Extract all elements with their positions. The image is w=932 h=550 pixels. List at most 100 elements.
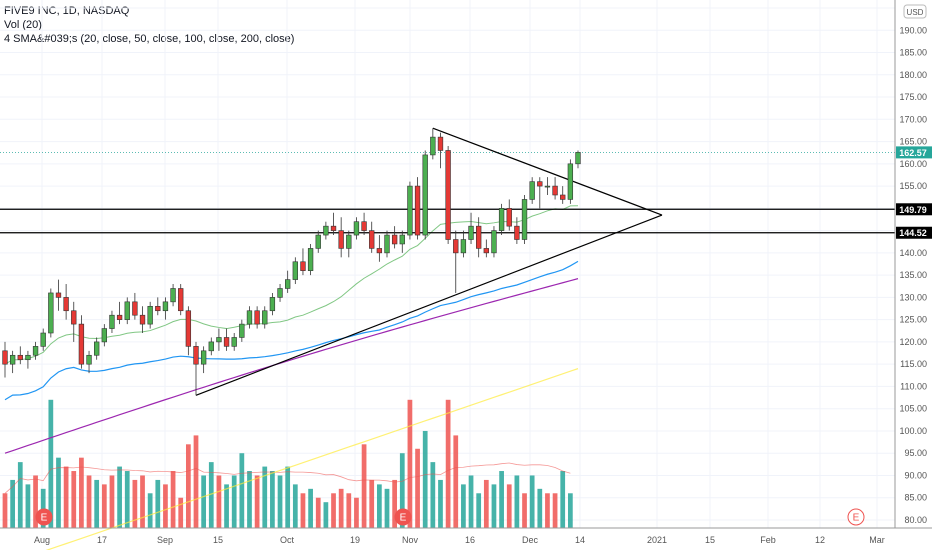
candle-body [132, 301, 138, 316]
volume-bar [132, 479, 138, 528]
candle-body [300, 261, 306, 271]
volume-bar [491, 484, 497, 528]
y-tick-label: 155.00 [899, 181, 927, 191]
volume-bar [354, 497, 359, 528]
x-tick-label: Aug [34, 535, 50, 545]
y-tick-label: 95.00 [904, 448, 927, 458]
x-tick-label: Mar [869, 535, 885, 545]
candle-body [231, 337, 237, 347]
candle-body [155, 305, 161, 312]
x-tick-label: 19 [350, 535, 360, 545]
candle-body [269, 297, 276, 312]
volume-bar [270, 471, 275, 528]
volume-bar [63, 466, 69, 528]
candle-body [422, 154, 428, 236]
volume-bar [461, 484, 466, 528]
candle-body [330, 225, 337, 231]
y-tick-label: 125.00 [899, 315, 927, 325]
volume-bar [208, 462, 214, 528]
earnings-marker-label: E [41, 513, 48, 524]
candle-body [453, 239, 459, 254]
last-price-box [896, 146, 932, 159]
volume-bar [560, 471, 566, 528]
candle-body [147, 305, 153, 325]
volume-bar [79, 457, 84, 528]
y-tick-label: 115.00 [900, 359, 927, 369]
candle-body [437, 136, 444, 151]
candle-body [246, 310, 253, 325]
trendline-upper [432, 127, 663, 216]
volume-bar [384, 488, 390, 528]
trendline-lower [195, 214, 663, 396]
candle-body [101, 328, 107, 343]
candle-body [178, 288, 184, 312]
candle-body [514, 225, 520, 240]
volume-ma-line [4, 462, 571, 494]
candle-body [25, 354, 31, 361]
candle-body [399, 234, 405, 245]
volume-bar [567, 493, 573, 528]
candle-body [292, 261, 298, 280]
volume-bar [438, 479, 443, 528]
legend-volume: Vol (20) [4, 19, 42, 31]
candle-body [200, 350, 207, 365]
volume-bar [247, 471, 252, 528]
volume-bar [376, 484, 382, 528]
candle-body [40, 332, 46, 347]
y-tick-label: 135.00 [899, 270, 927, 280]
volume-bar [86, 475, 92, 528]
x-tick-label: Nov [402, 535, 419, 545]
candle-body [193, 346, 199, 365]
candle-body [254, 310, 260, 325]
candle-body [491, 230, 497, 254]
candle-body [109, 314, 115, 329]
candle-body [185, 310, 192, 347]
y-tick-label: 100.00 [899, 426, 927, 436]
y-tick-label: 105.00 [899, 404, 927, 414]
candle-body [338, 230, 344, 249]
volume-bar [545, 493, 550, 528]
volume-bar [506, 484, 512, 528]
volume-bar [2, 493, 8, 528]
volume-bar [430, 462, 436, 528]
volume-bar [346, 493, 352, 528]
volume-bar [155, 479, 161, 528]
volume-bar [514, 475, 520, 528]
y-tick-label: 165.00 [899, 137, 927, 147]
candle-body [208, 341, 214, 352]
y-tick-label: 185.00 [899, 48, 927, 58]
sma-100-line [4, 278, 579, 454]
volume-bar [262, 466, 268, 528]
volume-bar [292, 484, 298, 528]
volume-bar [185, 444, 191, 528]
candle-body [414, 185, 421, 236]
candle-body [529, 181, 535, 200]
volume-bar [483, 479, 489, 528]
candle-body [537, 181, 543, 187]
candle-body [483, 248, 489, 254]
volume-bar [163, 484, 168, 528]
candle-body [315, 234, 321, 249]
volume-bar [101, 484, 107, 528]
candle-body [391, 234, 398, 245]
volume-bar [476, 493, 482, 528]
volume-bar [445, 399, 451, 528]
volume-bar [315, 497, 321, 528]
candle-body [552, 185, 558, 196]
earnings-marker-label: E [853, 513, 860, 524]
volume-bar [109, 475, 115, 528]
earnings-marker-icon [35, 508, 53, 526]
candle-body [9, 354, 16, 365]
candle-body [94, 341, 100, 356]
volume-bar [140, 475, 145, 528]
volume-bar [25, 484, 31, 528]
volume-bar [10, 479, 16, 528]
volume-bar [361, 444, 367, 528]
candle-body [55, 292, 62, 298]
support-price-label: 144.52 [899, 228, 927, 238]
candle-body [63, 297, 69, 312]
volume-bar [224, 484, 229, 528]
x-tick-label: 15 [213, 535, 223, 545]
volume-bar [331, 493, 336, 528]
